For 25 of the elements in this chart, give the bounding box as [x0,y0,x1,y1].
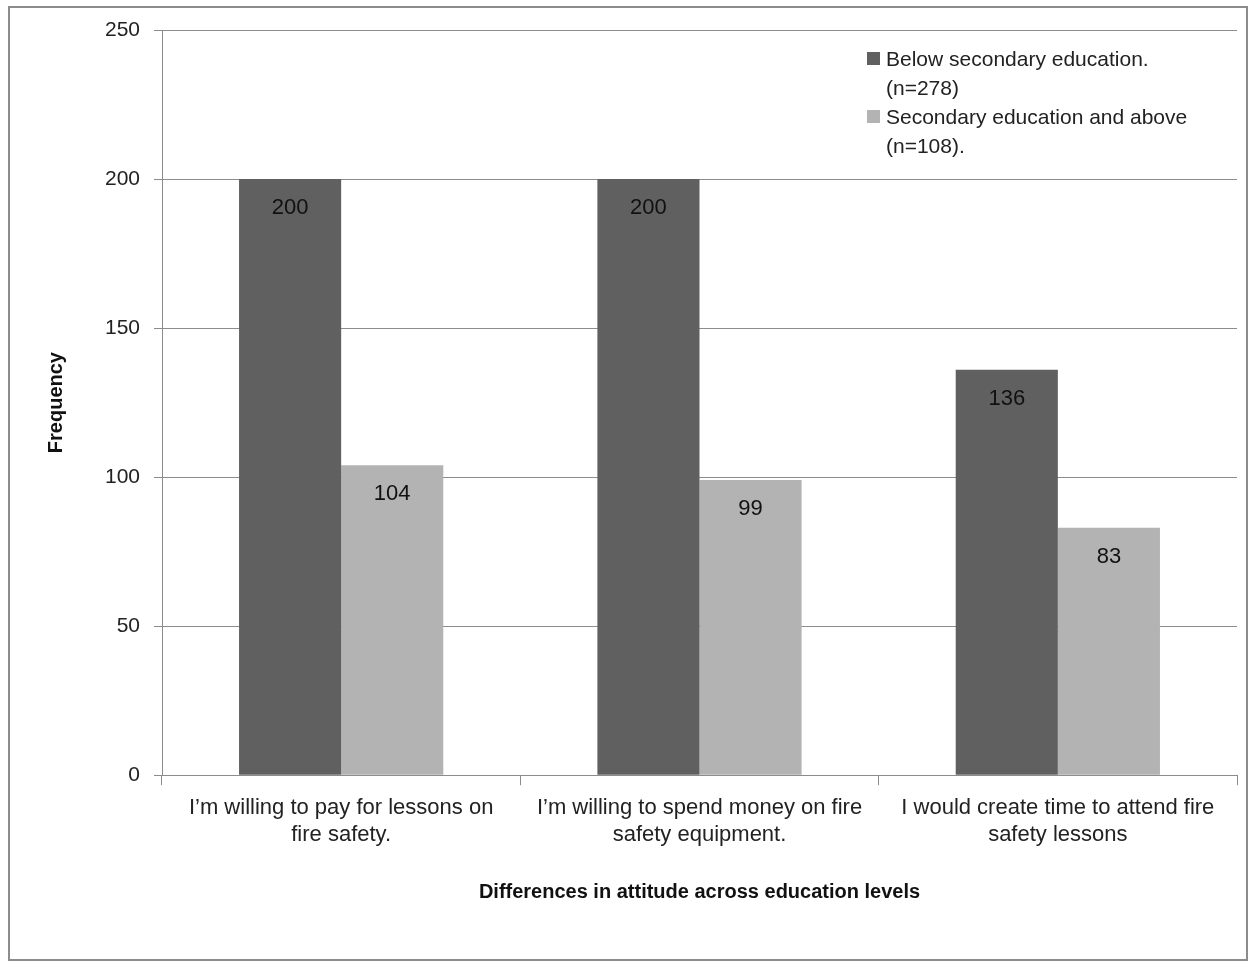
bar [699,480,802,775]
data-label: 136 [988,384,1026,410]
y-tick-label: 200 [104,165,140,189]
bar [955,369,1058,775]
y-tick-label: 150 [104,314,140,338]
y-tick-label: 50 [116,612,140,636]
data-label: 83 [1096,542,1122,568]
y-tick-label: 100 [104,463,140,487]
bar [239,179,342,775]
data-label: 200 [271,194,309,220]
data-label: 200 [630,194,667,220]
data-label: 104 [373,480,411,506]
legend-label: Secondary education and above (n=108). [886,104,1189,159]
bar [341,465,444,775]
bar [1057,527,1160,775]
y-tick-label: 0 [128,762,140,785]
data-label: 99 [738,495,763,521]
x-tick-label: I would create time to attend fire safety lessons [901,794,1215,846]
legend-label: Below secondary education. (n=278) [886,46,1150,101]
y-axis-title: Frequency [43,351,66,454]
bar [597,179,700,775]
x-tick-label: I’m willing to spend money on fire safety equipment. [536,794,863,846]
y-tick-label: 250 [104,16,140,40]
x-tick-label: I’m willing to pay for lessons on fire safety. [188,794,494,846]
x-axis-title: Differences in attitude across education levels [478,879,921,902]
